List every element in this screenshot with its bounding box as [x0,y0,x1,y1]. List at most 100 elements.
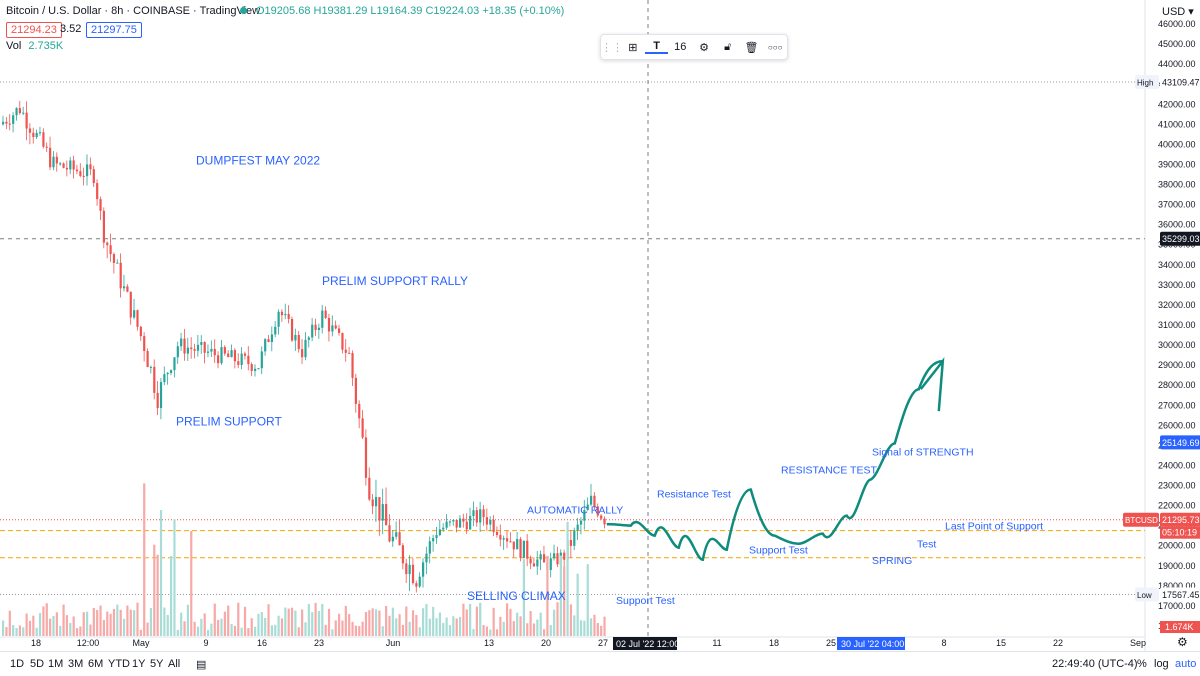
range-1d[interactable]: 1D [10,658,25,670]
candle-body [22,112,25,114]
chart-annotation[interactable]: PRELIM SUPPORT [176,414,282,428]
crosshair-date-bg [613,637,677,650]
candle-body [600,515,603,519]
candle-body [344,349,347,353]
volume-bar [358,626,361,636]
candle-body [472,510,475,516]
chart-canvas[interactable]: 16000.0017000.0018000.0019000.0020000.00… [0,0,1200,651]
trash-icon[interactable]: 🗑︎ [744,41,759,54]
gear-icon[interactable]: ⚙ [699,41,709,54]
candle-body [274,326,277,335]
volume-bar [495,629,499,636]
volume-bar [502,621,505,636]
volume-bar [458,616,462,636]
chart-annotation[interactable]: Support Test [616,595,675,607]
candle-body [173,357,176,371]
clock-readout[interactable]: 22:49:40 (UTC-4) [1052,658,1138,670]
volume-bar [415,614,418,636]
chart-annotation[interactable]: Support Test [749,545,808,557]
font-size-value[interactable]: 16 [674,41,687,53]
spread-value: 3.52 [60,23,82,35]
range-ytd[interactable]: YTD [108,658,130,670]
volume-bar [65,615,69,636]
candle-body [129,291,132,318]
range-all[interactable]: All [168,658,181,670]
target-price-label: 25149.69 [1162,438,1200,448]
chart-annotation[interactable]: Test [917,539,936,551]
candle-body [139,326,142,337]
volume-bar [455,618,458,636]
volume-bar [5,627,8,636]
volume-bar [338,613,341,636]
chart-annotation[interactable]: SPRING [872,555,912,567]
volume-bar [593,614,596,636]
price-tick-label: 17000.00 [1158,601,1196,611]
volume-bar [559,555,562,636]
date-range-icon[interactable]: ▤ [196,659,207,671]
percent-toggle[interactable]: % [1137,658,1147,670]
log-toggle[interactable]: log [1154,658,1169,670]
price-tick-label: 23000.00 [1158,481,1196,491]
candle-body [92,169,95,184]
add-shapes-icon[interactable]: ⊞ [628,41,638,54]
candle-body [596,506,599,516]
drawing-toolbar: ⋮⋮ ⊞ T 16 ⚙ 🔓︎ 🗑︎ ○○○ [600,34,788,60]
volume-bar [220,618,223,636]
auto-toggle[interactable]: auto [1175,658,1197,670]
candle-body [260,351,263,369]
volume-bar [432,606,435,636]
time-tick-label: Jun [386,638,401,648]
volume-bar [509,608,512,636]
chart-annotation[interactable]: DUMPFEST MAY 2022 [196,153,320,167]
text-tool-icon[interactable]: T [644,40,669,54]
volume-bar [556,602,559,636]
chart-annotation[interactable]: PRELIM SUPPORT RALLY [322,274,468,288]
bottom-toolbar: 1D 5D 1M 3M 6M YTD 1Y 5Y All ▤ 22:49:40 … [0,651,1200,676]
candle-body [391,536,394,542]
chart-annotation[interactable]: Resistance Test [657,489,731,501]
volume-bar [217,620,220,636]
currency-selector[interactable]: USD ▾ [1162,6,1194,18]
volume-bar [223,611,226,636]
candle-body [122,286,126,289]
high-price-label-side-bg [1135,75,1159,90]
range-1y[interactable]: 1Y [132,658,146,670]
chart-annotation[interactable]: Last Point of Support [945,521,1043,533]
candle-body [290,318,294,341]
chart-annotation[interactable]: RESISTANCE TEST [781,464,877,476]
range-1m[interactable]: 1M [48,658,64,670]
candle-body [112,254,116,263]
more-icon[interactable]: ○○○ [767,42,783,52]
candle-body [277,311,280,327]
candle-body [435,535,438,539]
range-5d[interactable]: 5D [30,658,45,670]
chart-annotation[interactable]: Signal of STRENGTH [872,446,974,458]
lock-icon[interactable]: 🔓︎ [724,40,732,53]
volume-bar [516,612,519,636]
candle-body [475,510,478,523]
candle-body [28,128,32,133]
symbol-title[interactable]: Bitcoin / U.S. Dollar · 8h · COINBASE · … [6,5,261,17]
candle-body [86,164,89,177]
volume-bar [522,559,525,636]
sell-price[interactable]: 21294.23 [6,22,62,38]
volume-bar [348,614,351,636]
candle-body [52,156,55,168]
buy-price[interactable]: 21297.75 [86,22,142,38]
volume-bar [408,621,411,636]
settings-gear-icon: ⚙ [1177,635,1188,649]
volume-bar [72,616,75,636]
volume-bar [240,627,243,636]
volume-bar [512,621,515,636]
chart-annotation[interactable]: AUTOMATIC RALLY [527,505,623,517]
chart-annotation[interactable]: SELLING CLIMAX [467,589,566,603]
range-3m[interactable]: 3M [68,658,84,670]
volume-bar [149,607,153,636]
candle-body [5,121,8,124]
drag-handle-icon[interactable]: ⋮⋮ [601,41,623,54]
volume-bar [139,629,142,636]
range-6m[interactable]: 6M [88,658,104,670]
range-5y[interactable]: 5Y [150,658,164,670]
candle-body [15,108,18,116]
volume-bar [22,627,25,636]
